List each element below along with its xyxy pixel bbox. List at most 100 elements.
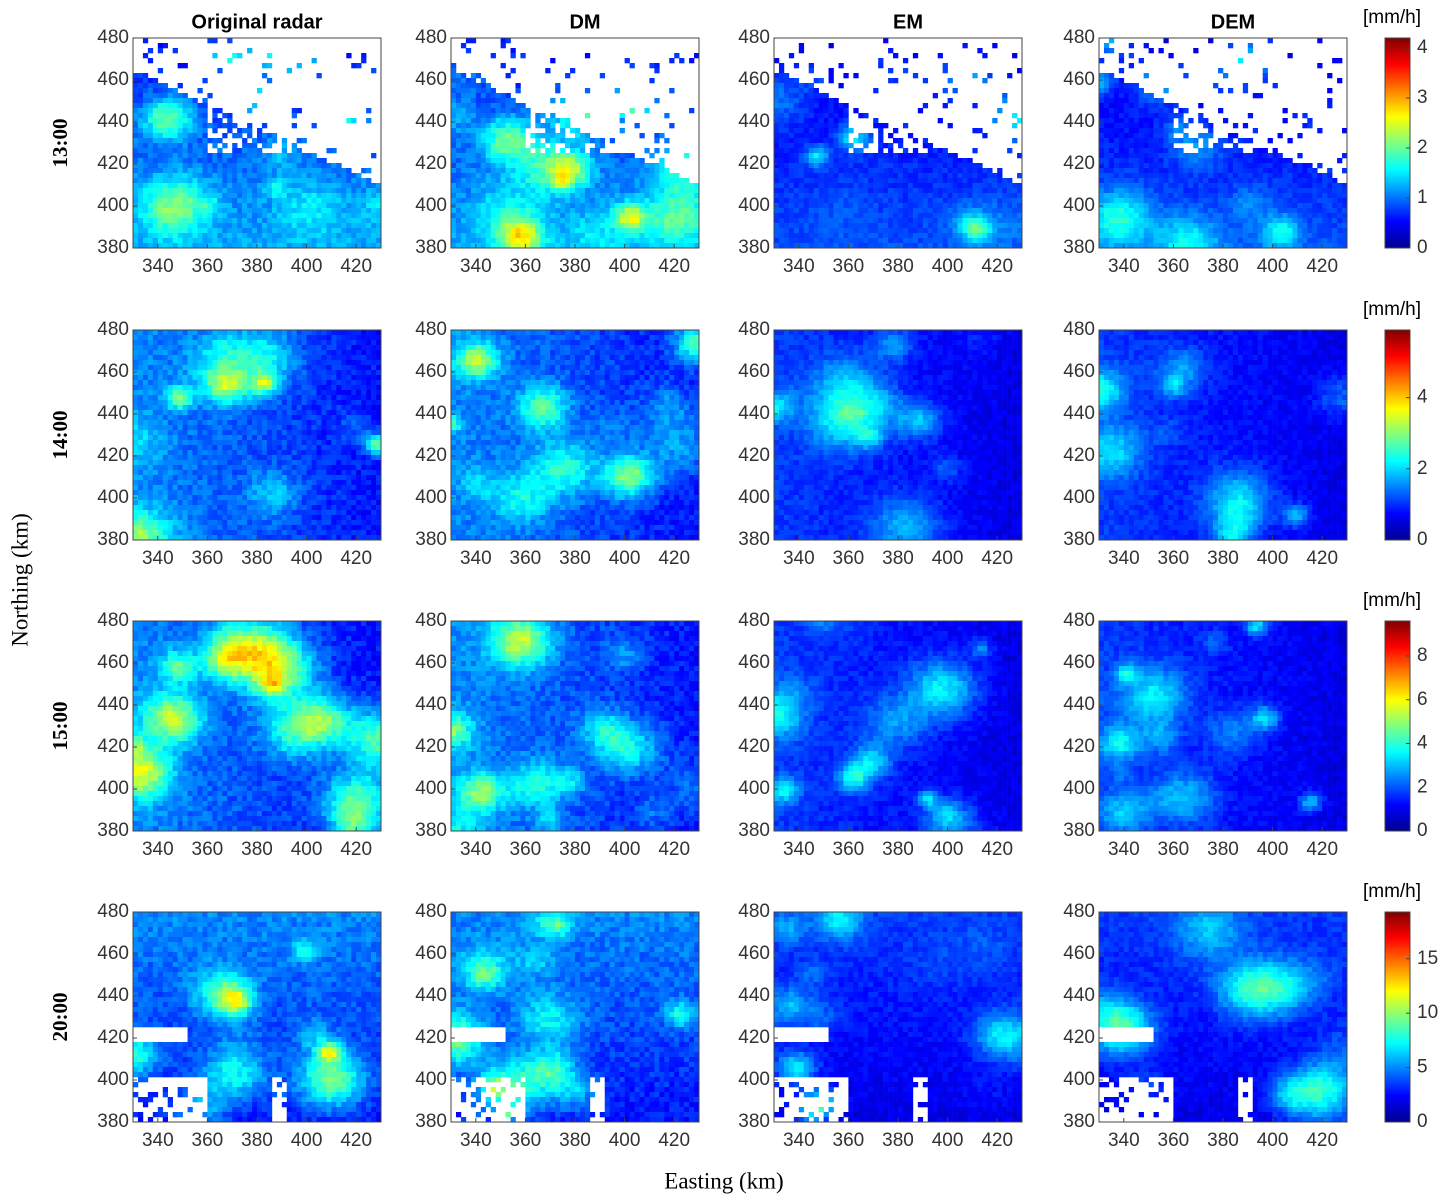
heatmap-cell: [287, 163, 292, 168]
heatmap-cell: [346, 168, 351, 173]
heatmap-cell: [197, 233, 202, 238]
heatmap-cell: [133, 188, 138, 193]
heatmap-cell: [331, 188, 336, 193]
heatmap-cell: [351, 223, 356, 228]
heatmap-cell: [163, 178, 168, 183]
heatmap-cell: [282, 183, 287, 188]
y-tick-label: 400: [97, 195, 129, 216]
heatmap-cell: [193, 143, 198, 148]
heatmap-cell: [312, 223, 317, 228]
heatmap-cell: [232, 193, 237, 198]
heatmap-cell: [242, 168, 247, 173]
heatmap-cell: [361, 183, 366, 188]
heatmap-cell: [138, 138, 143, 143]
heatmap-cell: [267, 173, 272, 178]
heatmap-cell: [292, 223, 297, 228]
heatmap-cell: [336, 213, 341, 218]
heatmap-cell: [158, 183, 163, 188]
heatmap-cell: [202, 208, 207, 213]
heatmap-cell: [282, 143, 287, 148]
heatmap-cell: [511, 53, 516, 58]
heatmap-cell: [476, 103, 481, 108]
heatmap-cell: [351, 208, 356, 213]
heatmap-cell: [143, 153, 148, 158]
heatmap-cell: [143, 233, 148, 238]
heatmap-cell: [133, 173, 138, 178]
heatmap-cell: [371, 238, 376, 243]
heatmap-cell: [346, 213, 351, 218]
heatmap-cell: [351, 203, 356, 208]
heatmap-cell: [148, 163, 153, 168]
heatmap-cell: [193, 183, 198, 188]
heatmap-cell: [237, 163, 242, 168]
heatmap-cell: [550, 58, 555, 63]
heatmap-cell: [158, 133, 163, 138]
heatmap-cell: [133, 168, 138, 173]
heatmap-cell: [178, 238, 183, 243]
heatmap-cell: [143, 113, 148, 118]
heatmap-cell: [321, 213, 326, 218]
heatmap-cell: [143, 143, 148, 148]
heatmap-cell: [326, 173, 331, 178]
heatmap-cell: [620, 128, 625, 133]
heatmap-cell: [272, 153, 277, 158]
heatmap-cell: [292, 163, 297, 168]
heatmap-cell: [232, 143, 237, 148]
heatmap-cell: [153, 123, 158, 128]
heatmap-cell: [232, 218, 237, 223]
heatmap-cell: [545, 123, 550, 128]
heatmap-cell: [331, 168, 336, 173]
heatmap-cell: [202, 173, 207, 178]
heatmap-cell: [222, 183, 227, 188]
heatmap-cell: [501, 63, 506, 68]
heatmap-cell: [326, 203, 331, 208]
heatmap-cell: [257, 183, 262, 188]
heatmap-cell: [222, 168, 227, 173]
heatmap-cell: [183, 123, 188, 128]
heatmap-cell: [183, 168, 188, 173]
heatmap-cell: [168, 168, 173, 173]
heatmap-cell: [212, 238, 217, 243]
heatmap-cell: [193, 223, 198, 228]
heatmap-cell: [188, 113, 193, 118]
heatmap-cell: [491, 93, 496, 98]
heatmap-cell: [242, 178, 247, 183]
heatmap-cell: [471, 83, 476, 88]
heatmap-cell: [565, 118, 570, 123]
heatmap-cell: [307, 233, 312, 238]
heatmap-cell: [530, 133, 535, 138]
heatmap-cell: [292, 153, 297, 158]
heatmap-cell: [188, 198, 193, 203]
heatmap-cell: [302, 233, 307, 238]
heatmap-cell: [232, 163, 237, 168]
heatmap-cell: [202, 78, 207, 83]
heatmap-cell: [188, 173, 193, 178]
heatmap-cell: [267, 78, 272, 83]
heatmap-cell: [193, 198, 198, 203]
heatmap-cell: [331, 183, 336, 188]
heatmap-cell: [317, 228, 322, 233]
heatmap-cell: [486, 123, 491, 128]
heatmap-cell: [163, 98, 168, 103]
heatmap-cell: [585, 113, 590, 118]
heatmap-cell: [466, 83, 471, 88]
heatmap-cell: [331, 198, 336, 203]
heatmap-cell: [317, 238, 322, 243]
heatmap-cell: [247, 218, 252, 223]
heatmap-cell: [456, 128, 461, 133]
heatmap-cell: [178, 133, 183, 138]
heatmap-cell: [501, 43, 506, 48]
heatmap-cell: [138, 108, 143, 113]
heatmap-cell: [202, 223, 207, 228]
heatmap-cell: [173, 113, 178, 118]
heatmap-cell: [212, 118, 217, 123]
heatmap-cell: [193, 218, 198, 223]
heatmap-cell: [183, 153, 188, 158]
heatmap-cell: [188, 218, 193, 223]
heatmap-cell: [138, 203, 143, 208]
heatmap-cell: [361, 203, 366, 208]
heatmap-cell: [307, 188, 312, 193]
heatmap-cell: [207, 223, 212, 228]
heatmap-cell: [486, 118, 491, 123]
heatmap-cell: [197, 128, 202, 133]
